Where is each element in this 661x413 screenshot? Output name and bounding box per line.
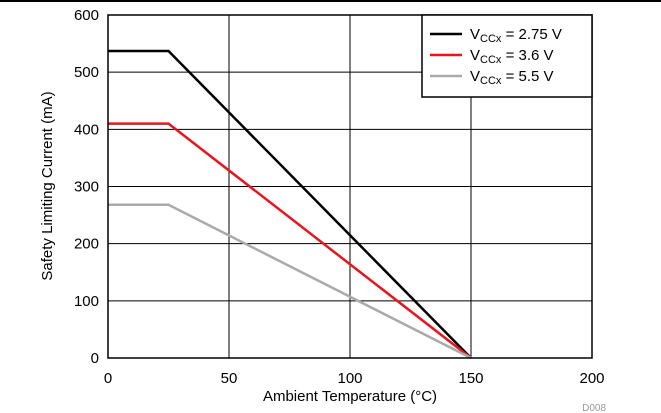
y-tick-label-1: 100 xyxy=(74,293,99,310)
plot-frame xyxy=(107,14,593,359)
x-tick-label-3: 150 xyxy=(458,370,483,387)
y-tick-label-4: 400 xyxy=(74,121,99,138)
x-tick-label-0: 0 xyxy=(104,370,112,387)
series-line-0 xyxy=(108,49,472,359)
top-rule xyxy=(0,0,661,2)
x-tick-label-1: 50 xyxy=(221,370,238,387)
y-tick-label-2: 200 xyxy=(74,236,99,253)
legend: VCCx = 2.75 V VCCx = 3.6 V VCCx = 5.5 V xyxy=(421,14,593,98)
legend-label-2: VCCx = 5.5 V xyxy=(470,68,554,87)
y-tick-label-3: 300 xyxy=(74,179,99,196)
tick-labels: 0 50 100 150 200 0 100 200 300 400 500 600 xyxy=(74,7,605,387)
x-tick-label-2: 100 xyxy=(337,370,362,387)
series-line-1 xyxy=(108,122,472,359)
grid xyxy=(108,15,592,358)
figure-id: D008 xyxy=(582,403,606,413)
y-tick-label-6: 600 xyxy=(74,7,99,24)
series-layer xyxy=(108,49,472,360)
x-axis-label: Ambient Temperature (°C) xyxy=(263,388,437,405)
legend-label-0: VCCx = 2.75 V xyxy=(470,26,562,45)
y-tick-label-5: 500 xyxy=(74,64,99,81)
x-tick-label-4: 200 xyxy=(579,370,604,387)
series-line-2 xyxy=(108,203,472,360)
y-axis-label: Safety Limiting Current (mA) xyxy=(39,91,56,280)
y-tick-label-0: 0 xyxy=(91,350,99,367)
legend-label-1: VCCx = 3.6 V xyxy=(470,47,554,66)
